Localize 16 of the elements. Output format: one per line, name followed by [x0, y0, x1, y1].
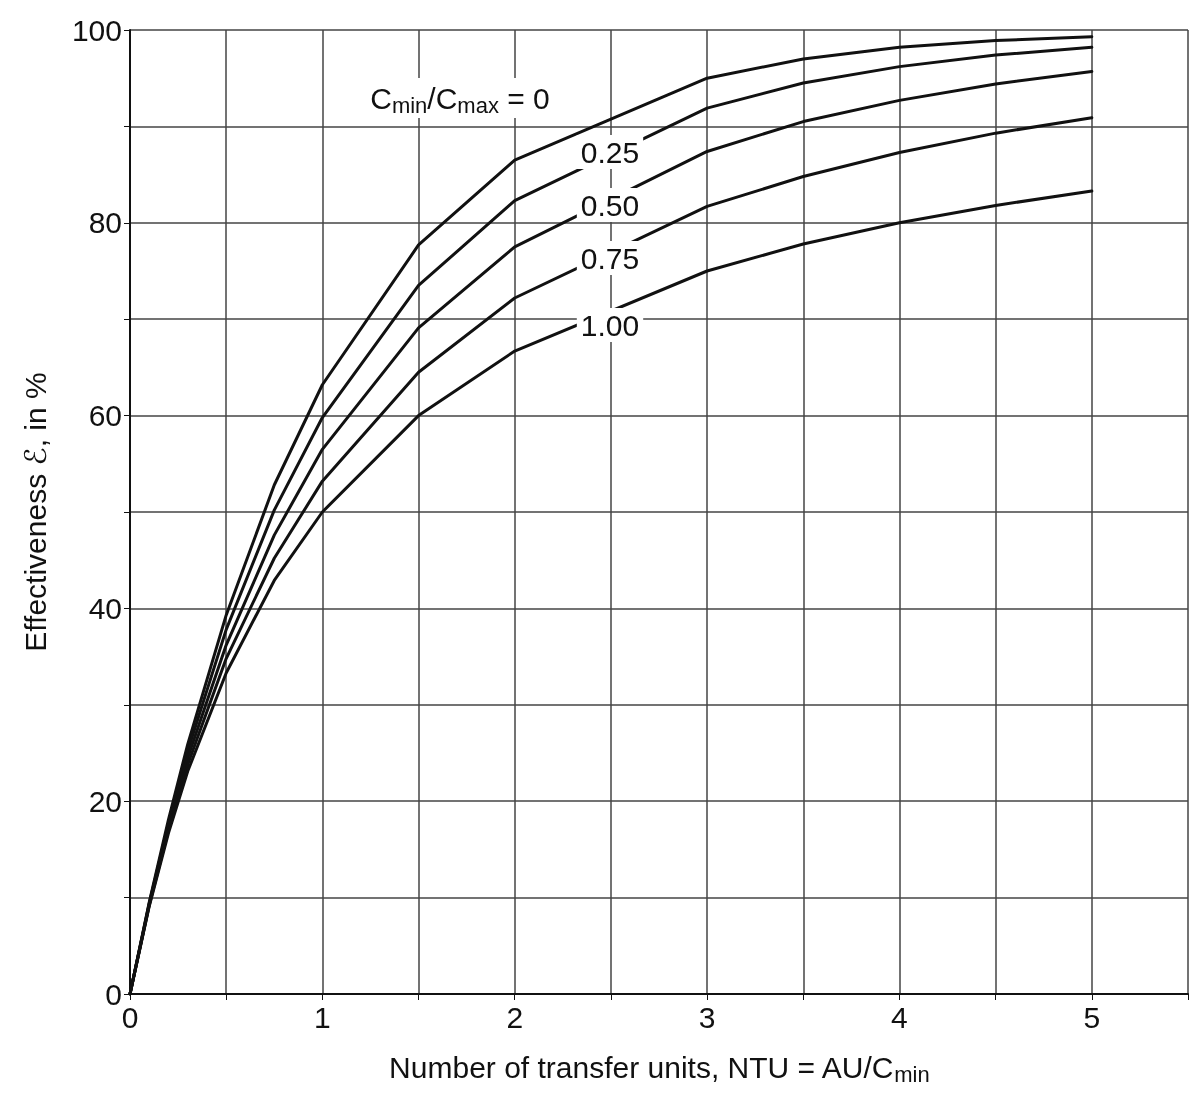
- x-tick-label: 3: [698, 1000, 716, 1034]
- annotation: 0.75: [580, 241, 640, 275]
- x-tick-label: 1: [314, 1000, 331, 1034]
- y-tick-label: 80: [88, 206, 122, 240]
- y-tick-label: 60: [88, 399, 122, 433]
- annotation: 0.50: [580, 188, 640, 222]
- y-tick-label: 40: [88, 591, 122, 625]
- y-tick-label: 0: [105, 977, 122, 1011]
- x-tick-label: 4: [891, 1000, 908, 1034]
- x-tick-label: 5: [1083, 1000, 1101, 1034]
- y-tick-label: 100: [71, 13, 122, 47]
- annotation: 1.00: [580, 308, 640, 342]
- annotation: 0.25: [580, 135, 640, 169]
- x-tick-label: 2: [506, 1000, 524, 1034]
- y-axis-title: Effectiveness ℰ, in %: [18, 372, 52, 652]
- y-tick-label: 20: [88, 784, 122, 818]
